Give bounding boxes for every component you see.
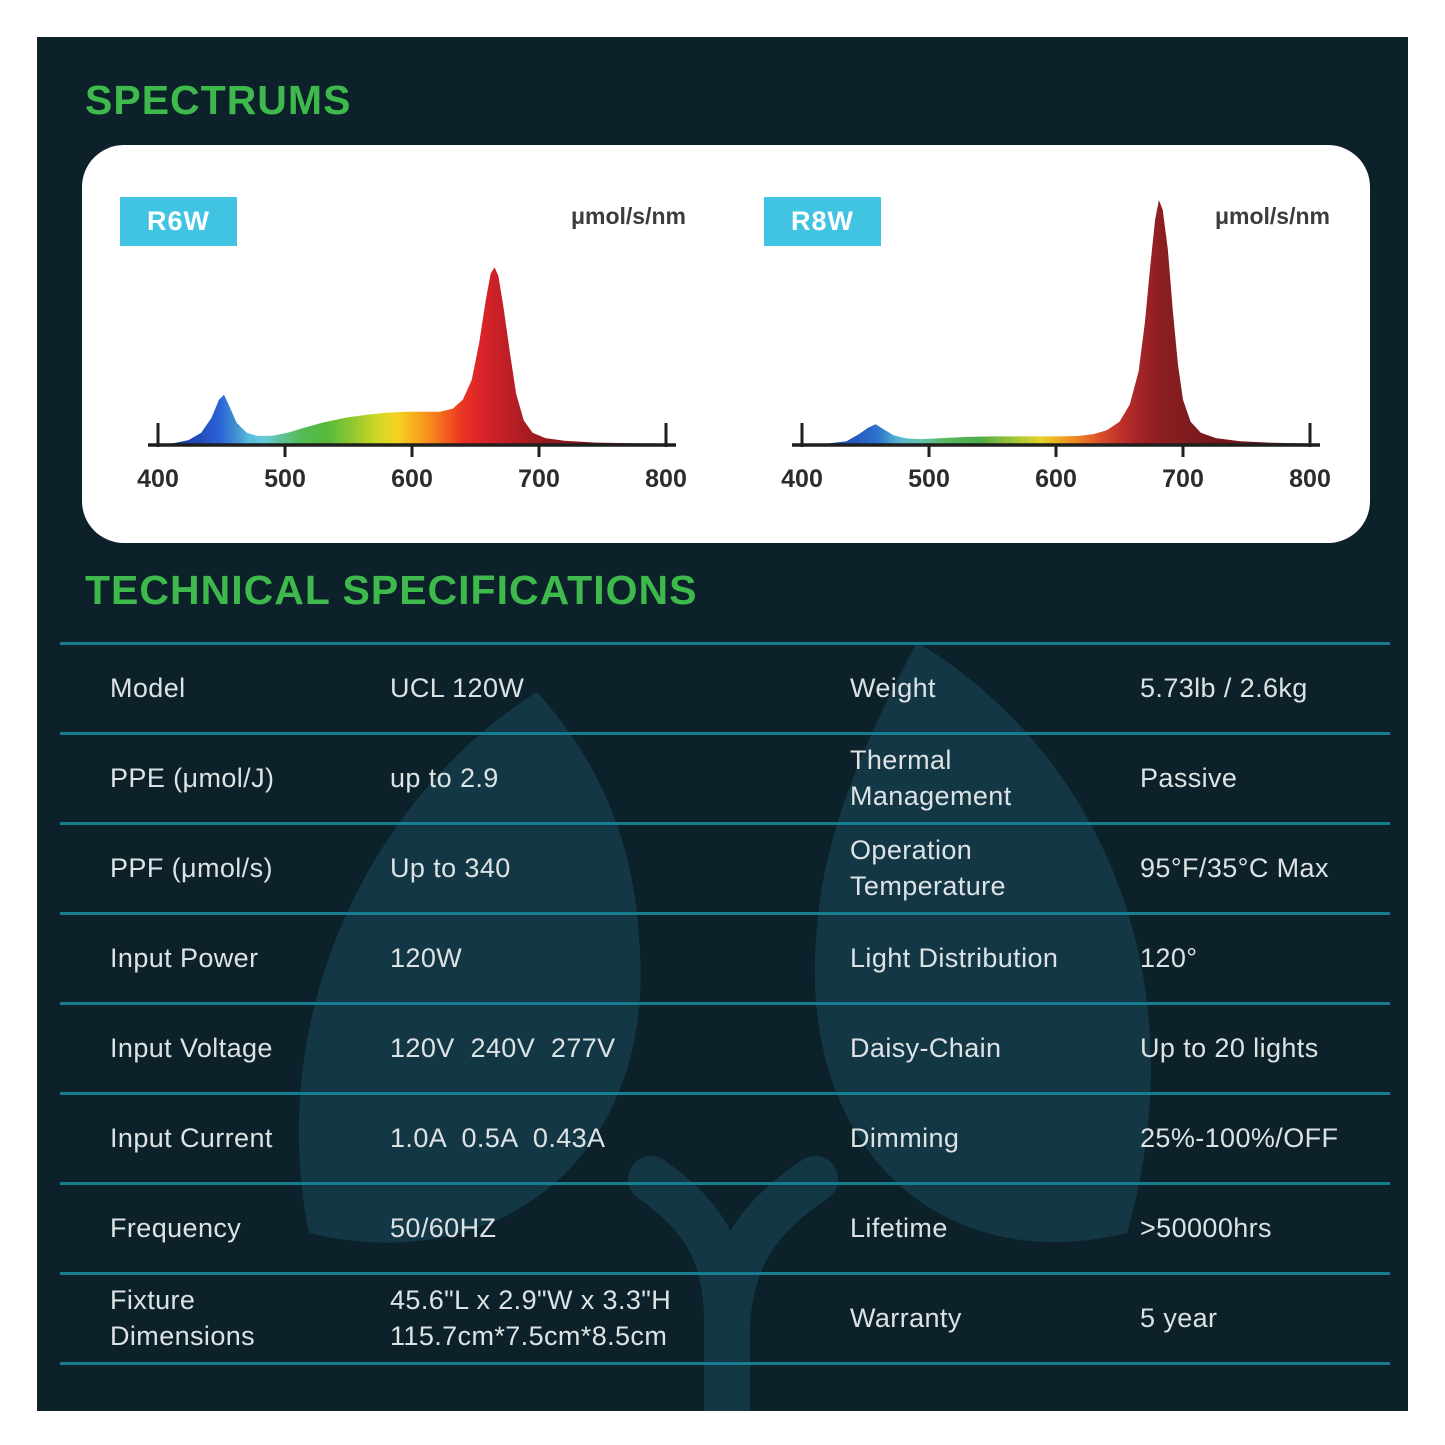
spec-value: up to 2.9 [390,762,499,793]
spec-label: Model [110,672,186,703]
spectrum-chart-r8w: R8W μmol/s/nm 400 500 600 700 800 [726,145,1370,543]
r8w-badge: R8W [764,197,881,246]
spec-value: Up to 340 [390,852,511,883]
spec-value: 120W [390,942,463,973]
svg-text:500: 500 [908,465,950,493]
spec-label: PPF (μmol/s) [110,852,273,883]
spec-value: >50000hrs [1140,1212,1272,1243]
spec-sheet-panel: SPECTRUMS R6W μmol/s/nm 400 500 600 700 800 … [37,37,1408,1411]
spec-label: Frequency [110,1212,242,1243]
svg-text:800: 800 [645,465,687,493]
spec-value: 120V 240V 277V [390,1032,616,1063]
spec-label: Lifetime [850,1212,948,1243]
spec-value: 95°F/35°C Max [1140,852,1329,883]
spec-value: 1.0A 0.5A 0.43A [390,1122,606,1153]
spec-label: Light Distribution [850,942,1059,973]
spec-value: 45.6"L x 2.9"W x 3.3"H 115.7cm*7.5cm*8.5… [390,1284,672,1351]
spec-value: 120° [1140,942,1198,973]
table-row: Input Power 120W Light Distribution 120° [60,912,1390,1002]
svg-text:800: 800 [1289,465,1331,493]
r8w-spectrum-plot: 400 500 600 700 800 [781,200,1331,493]
spec-label: Warranty [850,1302,962,1333]
spec-label: Input Power [110,942,259,973]
svg-text:400: 400 [137,465,179,493]
spec-label: Daisy-Chain [850,1032,1002,1063]
table-row: PPE (μmol/J) up to 2.9 Thermal Managemen… [60,732,1390,822]
spec-value: 5.73lb / 2.6kg [1140,672,1308,703]
r6w-spectrum-plot: 400 500 600 700 800 [137,267,687,493]
spec-value: Passive [1140,762,1238,793]
spec-value: 50/60HZ [390,1212,497,1243]
spec-label: Fixture Dimensions [110,1284,256,1351]
r8w-unit-label: μmol/s/nm [1214,203,1330,229]
table-row: Input Current 1.0A 0.5A 0.43A Dimming 25… [60,1092,1390,1182]
spec-value: 25%-100%/OFF [1140,1122,1339,1153]
table-row: Frequency 50/60HZ Lifetime >50000hrs [60,1182,1390,1272]
table-row: Input Voltage 120V 240V 277V Daisy-Chain… [60,1002,1390,1092]
spec-label: Operation Temperature [850,834,1006,901]
svg-text:400: 400 [781,465,823,493]
spectrum-card: R6W μmol/s/nm 400 500 600 700 800 R8W μmol/s… [82,145,1370,543]
spectrums-title: SPECTRUMS [85,77,352,123]
spectrum-chart-r6w: R6W μmol/s/nm 400 500 600 700 800 [82,145,726,543]
tech-specs-table: Model UCL 120W Weight 5.73lb / 2.6kg PPE… [60,642,1390,1365]
table-row: Model UCL 120W Weight 5.73lb / 2.6kg [60,642,1390,732]
tech-specs-title: TECHNICAL SPECIFICATIONS [85,567,698,613]
svg-text:700: 700 [518,465,560,493]
table-row: Fixture Dimensions 45.6"L x 2.9"W x 3.3"… [60,1272,1390,1362]
svg-text:500: 500 [264,465,306,493]
spec-value: UCL 120W [390,672,525,703]
svg-text:700: 700 [1162,465,1204,493]
spec-value: 5 year [1140,1302,1218,1333]
r6w-badge: R6W [120,197,237,246]
spec-label: Dimming [850,1122,960,1153]
spec-label: Weight [850,672,936,703]
spec-label: PPE (μmol/J) [110,762,275,793]
svg-text:600: 600 [391,465,433,493]
spec-label: Input Voltage [110,1032,273,1063]
spec-label: Input Current [110,1122,273,1153]
table-row: PPF (μmol/s) Up to 340 Operation Tempera… [60,822,1390,912]
r6w-unit-label: μmol/s/nm [570,203,686,229]
spec-value: Up to 20 lights [1140,1032,1319,1063]
spec-label: Thermal Management [850,744,1012,811]
svg-text:600: 600 [1035,465,1077,493]
